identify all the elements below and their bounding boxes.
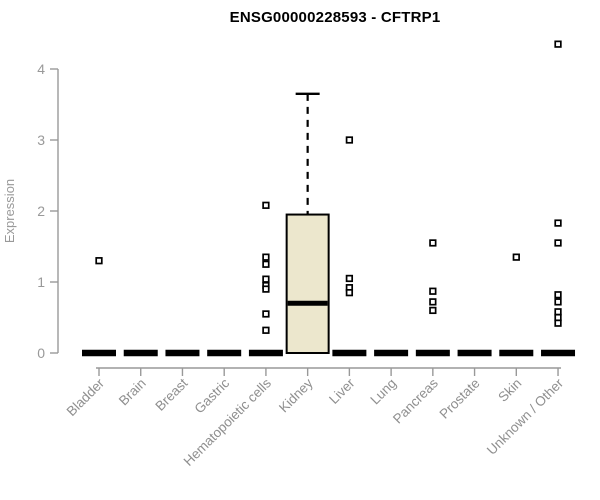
- outlier-point: [429, 287, 437, 295]
- outlier-point: [554, 40, 562, 48]
- zero-median-bar: [123, 349, 158, 357]
- chart-title: ENSG00000228593 - CFTRP1: [229, 9, 441, 26]
- x-category-label: Prostate: [437, 376, 483, 422]
- outlier-point: [262, 253, 270, 261]
- x-category-label: Brain: [116, 376, 149, 409]
- x-category-label: Kidney: [276, 375, 316, 415]
- outlier-point: [554, 313, 562, 322]
- zero-median-bar: [374, 349, 409, 357]
- outlier-point: [262, 260, 270, 268]
- x-category-label: Gastric: [191, 375, 232, 416]
- zero-median-bar: [415, 349, 450, 357]
- outlier-point: [554, 291, 562, 299]
- outlier-point: [262, 275, 270, 283]
- zero-median-bar: [207, 349, 242, 357]
- outlier-point: [554, 239, 562, 247]
- outlier-point: [554, 319, 562, 327]
- box: [285, 213, 330, 354]
- outlier-point: [95, 257, 103, 265]
- zero-median-bar: [499, 349, 534, 357]
- x-category-label: Bladder: [64, 375, 108, 419]
- x-category-label: Liver: [326, 375, 358, 407]
- outlier-point: [262, 310, 270, 318]
- zero-median-bar: [82, 349, 116, 357]
- outlier-point: [262, 326, 270, 334]
- y-axis-tick-label: 2: [37, 203, 45, 219]
- x-category-label: Unknown / Other: [484, 375, 567, 458]
- y-axis-tick-label: 3: [37, 132, 45, 148]
- outlier-point: [554, 219, 562, 227]
- outlier-point: [345, 289, 354, 297]
- outlier-point: [554, 298, 562, 306]
- zero-median-bar: [457, 349, 492, 357]
- outlier-point: [262, 285, 270, 293]
- outlier-point: [554, 308, 562, 316]
- outlier-point: [429, 239, 437, 247]
- zero-median-bar: [165, 349, 200, 357]
- x-category-label: Skin: [495, 376, 524, 405]
- outlier-point: [262, 201, 270, 209]
- zero-median-bar: [541, 349, 576, 357]
- y-axis-tick-label: 4: [37, 61, 45, 77]
- zero-median-bar: [248, 349, 283, 357]
- x-category-label: Breast: [152, 375, 190, 413]
- outlier-point: [345, 136, 354, 144]
- y-axis-tick-label: 0: [37, 345, 45, 361]
- outlier-point: [345, 274, 354, 283]
- x-category-label: Pancreas: [390, 375, 441, 426]
- outlier-point: [512, 253, 520, 261]
- outlier-point: [429, 298, 437, 306]
- x-category-label: Lung: [367, 376, 399, 408]
- outlier-point: [429, 306, 437, 315]
- zero-median-bar: [332, 349, 367, 357]
- y-axis-tick-label: 1: [37, 274, 45, 290]
